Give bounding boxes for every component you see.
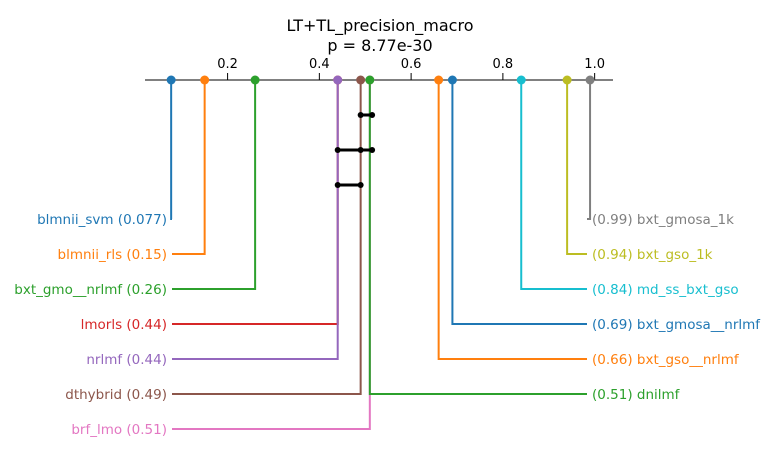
lead-line-bxt_gso__nrlmf (437, 80, 587, 360)
clique-point (334, 147, 341, 153)
rank-marker-md_ss_bxt_gso (516, 75, 526, 85)
lead-line-bxt_gmosa__nrlmf (451, 80, 587, 325)
rank-markers (166, 75, 595, 85)
rank-marker-blmnii_rls (200, 75, 210, 85)
rank-marker-nrlmf (333, 75, 343, 85)
lead-line-dnilmf (368, 80, 587, 395)
method-label-brf_lmo: brf_lmo (0.51) (71, 422, 167, 438)
method-label-nrlmf: nrlmf (0.44) (86, 352, 167, 368)
lead-line-md_ss_bxt_gso (520, 80, 587, 290)
rank-marker-bxt_gmosa__nrlmf (447, 75, 457, 85)
method-label-md_ss_bxt_gso: (0.84) md_ss_bxt_gso (592, 282, 739, 298)
method-label-dnilmf: (0.51) dnilmf (592, 387, 681, 403)
method-label-dthybrid: dthybrid (0.49) (65, 387, 167, 403)
tick-label: 1.0 (584, 57, 605, 72)
tick-label: 0.6 (401, 57, 422, 72)
method-label-blmnii_svm: blmnii_svm (0.077) (37, 212, 167, 228)
lead-line-bxt_gmo__nrlmf (172, 80, 257, 290)
lead-lines (170, 80, 592, 430)
clique-point (369, 147, 376, 153)
chart-title: LT+TL_precision_macro (287, 16, 474, 36)
chart-subtitle: p = 8.77e-30 (327, 36, 432, 55)
clique-point (334, 182, 341, 188)
clique-point (369, 112, 376, 118)
lead-line-bxt_gmosa_1k (587, 80, 592, 220)
tick-label: 0.2 (217, 57, 238, 72)
lead-line-blmnii_rls (172, 80, 206, 255)
rank-marker-bxt_gmosa_1k (585, 75, 595, 85)
tick-label: 0.8 (493, 57, 514, 72)
method-label-bxt_gmo__nrlmf: bxt_gmo__nrlmf (0.26) (14, 282, 167, 298)
lead-line-nrlmf (172, 80, 339, 360)
tick-label: 0.4 (309, 57, 330, 72)
method-label-bxt_gso__nrlmf: (0.66) bxt_gso__nrlmf (592, 352, 740, 368)
method-label-bxt_gso_1k: (0.94) bxt_gso_1k (592, 247, 713, 263)
method-labels: blmnii_svm (0.077) blmnii_rls (0.15) bxt_g… (14, 212, 761, 438)
rank-marker-bxt_gmo__nrlmf (250, 75, 260, 85)
lead-line-blmnii_svm (170, 80, 173, 220)
clique-point (357, 182, 364, 188)
lead-line-bxt_gso_1k (566, 80, 587, 255)
method-label-bxt_gmosa__nrlmf: (0.69) bxt_gmosa__nrlmf (592, 317, 761, 333)
lead-line-dthybrid (172, 80, 362, 395)
method-label-bxt_gmosa_1k: (0.99) bxt_gmosa_1k (592, 212, 734, 228)
method-label-blmnii_rls: blmnii_rls (0.15) (58, 247, 168, 263)
rank-marker-dthybrid (356, 75, 366, 85)
method-label-lmorls: lmorls (0.44) (81, 317, 167, 333)
rank-marker-blmnii_svm (166, 75, 176, 85)
rank-marker-bxt_gso__nrlmf (434, 75, 444, 85)
clique-point (357, 112, 364, 118)
tick-group: 0.2 0.4 0.6 0.8 1.0 (217, 57, 605, 80)
rank-marker-dnilmf (365, 75, 375, 85)
rank-marker-bxt_gso_1k (562, 75, 572, 85)
clique-point (357, 147, 364, 153)
clique-bars (334, 112, 376, 188)
